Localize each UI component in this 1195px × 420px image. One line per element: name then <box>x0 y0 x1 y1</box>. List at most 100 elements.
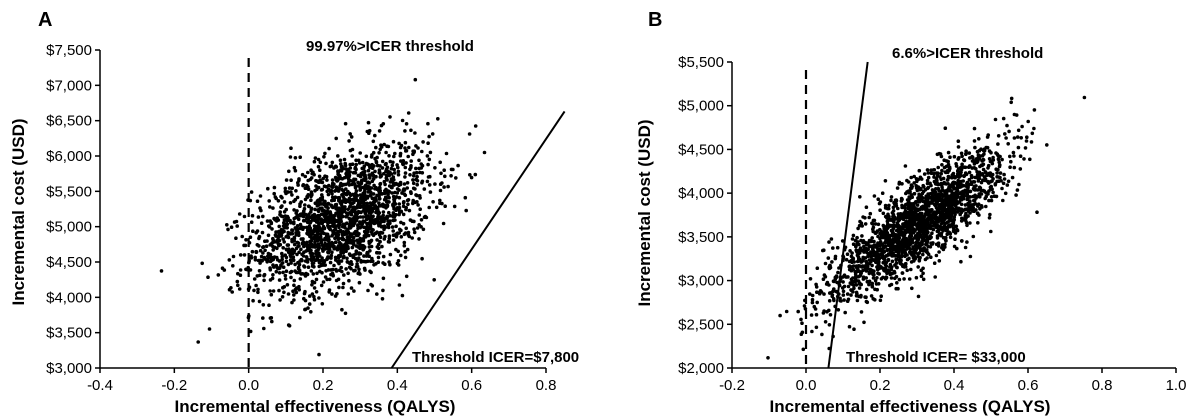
panel-b-point <box>880 231 885 235</box>
panel-b-point <box>981 167 986 172</box>
panel-a-point <box>298 222 303 227</box>
panel-a-point <box>294 215 299 219</box>
panel-a-point <box>285 219 289 223</box>
panel-b-point <box>1018 154 1023 158</box>
panel-a-point <box>360 224 364 229</box>
panel-b-point <box>810 329 814 334</box>
panel-b-x-tick-label: 0.4 <box>944 377 965 394</box>
panel-a-point <box>382 179 387 184</box>
panel-a-point <box>373 204 378 208</box>
panel-a-point <box>293 226 298 230</box>
panel-a-point <box>334 234 339 239</box>
panel-a-point <box>306 265 311 270</box>
panel-a-point <box>425 179 430 184</box>
panel-b-point <box>939 214 943 219</box>
panel-b-point <box>923 233 927 238</box>
panel-b-point <box>952 154 957 159</box>
panel-a-point <box>266 233 271 238</box>
panel-a-point <box>353 256 358 261</box>
panel-a-point <box>339 208 343 213</box>
panel-a-point <box>250 249 255 254</box>
panel-a-point <box>374 160 379 165</box>
panel-b-point <box>833 277 838 282</box>
panel-a-point <box>348 178 353 183</box>
panel-b-point <box>959 219 964 223</box>
panel-b-point <box>867 270 872 274</box>
panel-b-point <box>953 212 957 217</box>
panel-a-point <box>394 182 398 186</box>
panel-a-point <box>417 237 421 241</box>
panel-b-point <box>925 178 930 183</box>
panel-b-point <box>987 157 992 161</box>
panel-a-point <box>364 214 368 219</box>
panel-a-point <box>442 185 446 189</box>
panel-a-point <box>270 319 274 324</box>
panel-a-point <box>229 225 234 229</box>
panel-a-point <box>380 159 385 164</box>
panel-b-letter: B <box>648 9 662 31</box>
panel-a-point <box>411 152 415 157</box>
panel-a-point <box>365 222 369 226</box>
panel-b-point <box>917 168 922 173</box>
panel-a-point <box>420 256 424 261</box>
panel-a-point <box>309 219 313 224</box>
panel-b-point <box>982 152 986 156</box>
panel-b-point <box>993 117 998 122</box>
panel-b-point <box>815 300 819 305</box>
panel-b-point <box>808 292 812 296</box>
panel-a-point <box>297 262 302 267</box>
panel-a-point <box>314 178 318 183</box>
panel-b-point <box>981 157 985 162</box>
panel-a-point <box>312 265 316 269</box>
panel-a-point <box>303 186 308 190</box>
panel-b-point <box>864 287 869 292</box>
panel-a-point <box>426 162 430 167</box>
panel-a-point <box>282 226 287 230</box>
panel-b-point <box>903 242 907 246</box>
panel-a-point <box>337 268 342 273</box>
panel-a-point <box>376 212 381 216</box>
panel-b-point <box>938 202 943 207</box>
panel-a-point <box>296 286 301 291</box>
panel-a-point <box>317 222 321 227</box>
panel-b-point <box>977 137 981 141</box>
panel-a-point <box>297 244 301 248</box>
panel-a-point <box>324 243 329 248</box>
panel-b-point <box>841 289 846 294</box>
panel-a-point <box>368 194 372 198</box>
panel-a-point <box>294 189 298 193</box>
panel-a-point <box>286 292 291 296</box>
panel-b-point <box>916 265 920 269</box>
panel-a-point <box>416 146 420 150</box>
panel-a-point <box>369 270 373 275</box>
panel-a-point <box>358 193 363 197</box>
panel-a-point <box>261 316 265 320</box>
panel-a-point <box>339 259 344 263</box>
panel-a-point <box>368 176 372 180</box>
panel-a-point <box>449 167 454 172</box>
panel-a-point <box>440 181 444 185</box>
panel-b-point <box>910 217 914 221</box>
panel-a-x-tick-label: 0.2 <box>313 377 334 394</box>
panel-a-point <box>330 234 334 238</box>
panel-b-point <box>988 212 992 217</box>
panel-a-y-tick-label: $7,000 <box>46 77 92 94</box>
panel-a-y-ticks: $3,000$3,500$4,000$4,500$5,000$5,500$6,0… <box>46 42 100 377</box>
panel-b-point <box>944 228 949 233</box>
panel-b-point <box>936 244 941 248</box>
panel-a-point <box>292 298 296 302</box>
panel-b-point <box>959 173 963 178</box>
panel-b-point <box>814 325 819 330</box>
panel-a-point <box>240 234 244 239</box>
panel-a-point <box>367 128 372 133</box>
panel-b-y-tick-label: $4,500 <box>678 141 724 158</box>
panel-a-point <box>323 151 327 156</box>
panel-a-point <box>348 204 353 208</box>
panel-a-point <box>333 231 338 236</box>
panel-b-point <box>1011 150 1016 155</box>
panel-b-point <box>891 217 895 221</box>
panel-a-point <box>427 134 431 139</box>
panel-a-point <box>338 201 343 205</box>
panel-a-point <box>376 260 381 265</box>
panel-b-point <box>876 234 880 239</box>
